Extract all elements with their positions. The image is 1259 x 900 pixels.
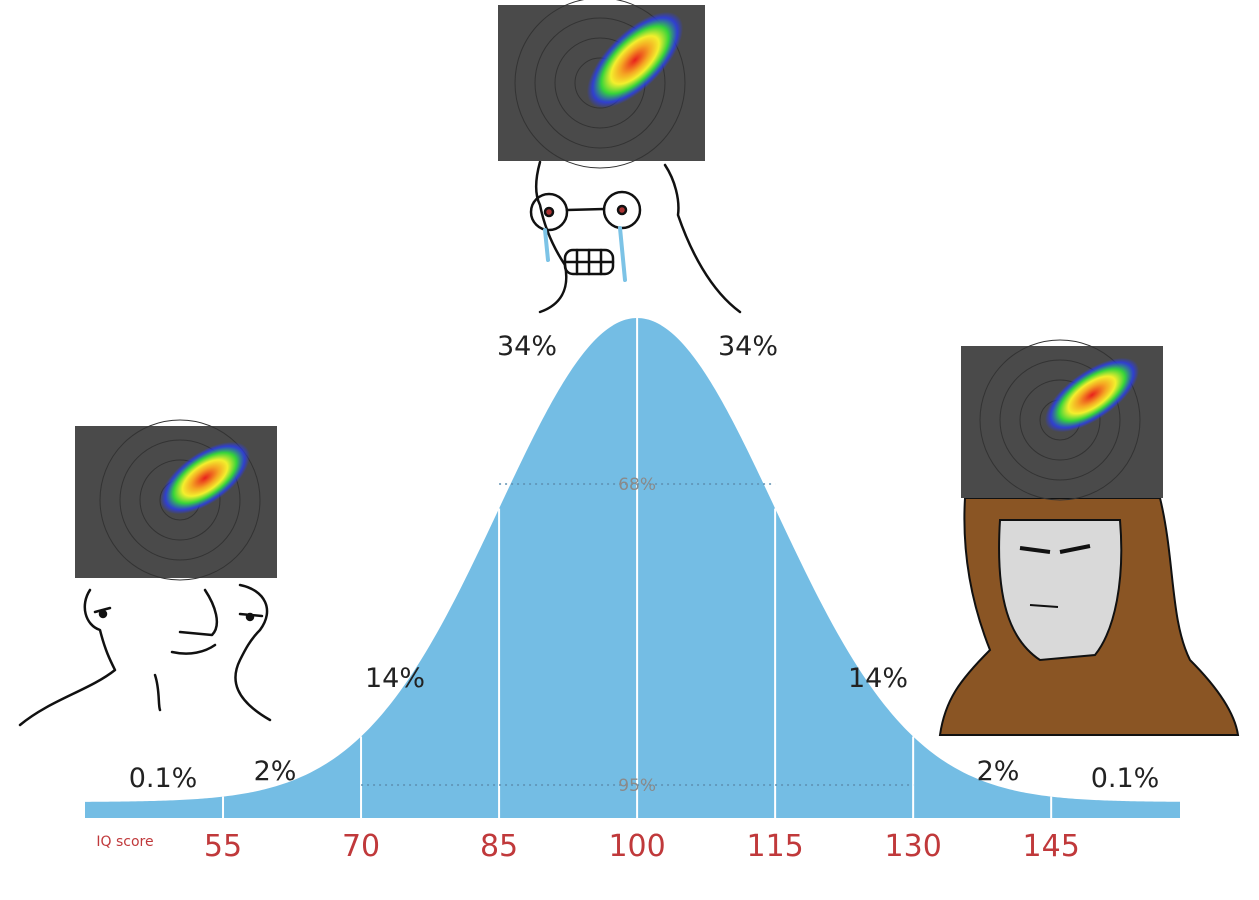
region: [223, 736, 362, 818]
percent-label: 34%: [718, 331, 778, 362]
percent-label: 0.1%: [129, 763, 198, 794]
x-tick-label: 70: [342, 829, 380, 864]
region: [85, 796, 224, 818]
right-heatmap: [961, 339, 1163, 501]
x-tick-label: 115: [746, 829, 803, 864]
percent-label: 0.1%: [1091, 763, 1160, 794]
x-axis-label: IQ score: [96, 834, 153, 850]
interval-label: 68%: [618, 475, 656, 495]
curve-layer: [85, 318, 1180, 818]
percent-label: 2%: [254, 756, 297, 787]
x-tick-label: 130: [885, 829, 942, 864]
x-tick-label: 85: [480, 829, 518, 864]
region: [361, 508, 500, 818]
left-character: [18, 583, 272, 727]
region: [1051, 796, 1180, 818]
percent-label: 14%: [365, 663, 425, 694]
right-character: [938, 497, 1240, 736]
region: [637, 318, 776, 818]
interval-label: 95%: [618, 776, 656, 796]
middle-character: [529, 160, 742, 314]
percent-label: 2%: [977, 756, 1020, 787]
x-tick-label: 55: [204, 829, 242, 864]
middle-heatmap: [498, 0, 705, 169]
region: [913, 736, 1052, 818]
left-heatmap: [75, 419, 277, 581]
region: [775, 508, 914, 818]
percent-label: 34%: [497, 331, 557, 362]
percent-label: 14%: [848, 663, 908, 694]
region: [499, 318, 638, 818]
x-tick-label: 100: [608, 829, 665, 864]
x-tick-label: 145: [1023, 829, 1080, 864]
